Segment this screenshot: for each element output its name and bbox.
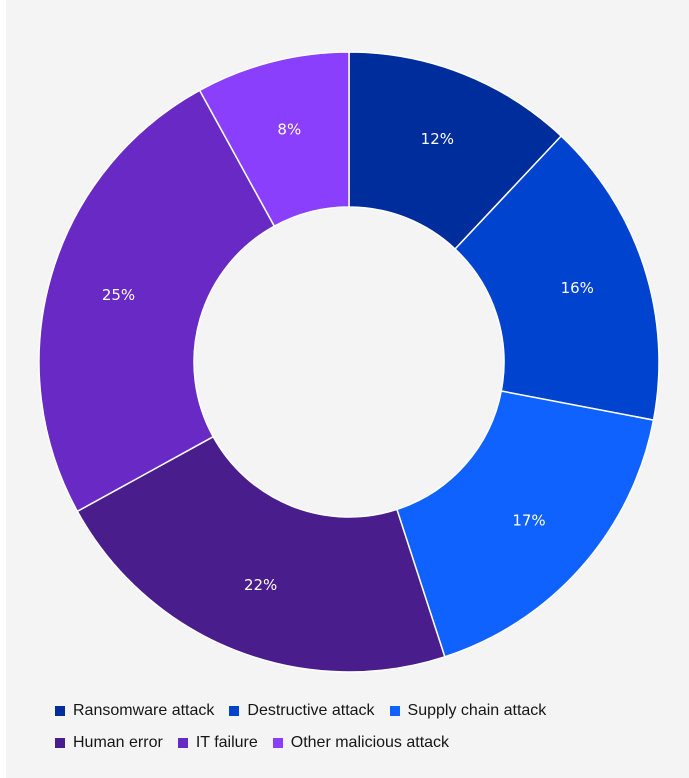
- legend-swatch: [389, 706, 400, 716]
- legend-swatch: [55, 738, 65, 748]
- slice-it-failure: [38, 89, 276, 513]
- legend-swatch: [177, 738, 188, 748]
- legend-row: Human error IT failure Other malicious att…: [55, 732, 675, 754]
- slice-value-label: 25%: [102, 286, 135, 304]
- legend-label: Human error: [73, 734, 163, 751]
- slice-value-label: 16%: [561, 279, 594, 297]
- chart-panel: 12% 16% 17% 22% 25% 8% Ransomware attack Destr…: [6, 0, 689, 778]
- legend-swatch: [272, 738, 283, 748]
- slice-supply-chain-attack: [395, 390, 655, 658]
- slice-value-label: 22%: [244, 576, 277, 594]
- legend: Ransomware attack Destructive attack Suppl…: [55, 700, 675, 764]
- legend-swatch: [55, 706, 65, 716]
- legend-label: Ransomware attack: [73, 702, 215, 719]
- legend-label: Destructive attack: [247, 702, 375, 719]
- slice-destructive-attack: [454, 134, 660, 421]
- legend-label: IT failure: [195, 734, 258, 751]
- legend-item: Supply chain attack: [389, 702, 547, 720]
- legend-item: Other malicious attack: [272, 734, 450, 752]
- slice-value-label: 12%: [421, 130, 454, 148]
- slice-value-label: 17%: [512, 512, 545, 530]
- slice-human-error: [76, 435, 446, 673]
- legend-item: Human error: [55, 734, 163, 752]
- legend-item: Destructive attack: [229, 702, 375, 720]
- legend-item: IT failure: [177, 734, 258, 752]
- slice-value-label: 8%: [277, 121, 301, 139]
- legend-row: Ransomware attack Destructive attack Suppl…: [55, 700, 675, 722]
- donut-chart: 12% 16% 17% 22% 25% 8%: [38, 51, 660, 673]
- slice-other-malicious-attack: [198, 51, 350, 228]
- legend-swatch: [229, 706, 240, 716]
- slice-labels: 12% 16% 17% 22% 25% 8%: [102, 121, 594, 595]
- legend-label: Supply chain attack: [407, 702, 547, 719]
- legend-item: Ransomware attack: [55, 702, 214, 720]
- donut-slices: [38, 51, 660, 673]
- legend-label: Other malicious attack: [290, 734, 450, 751]
